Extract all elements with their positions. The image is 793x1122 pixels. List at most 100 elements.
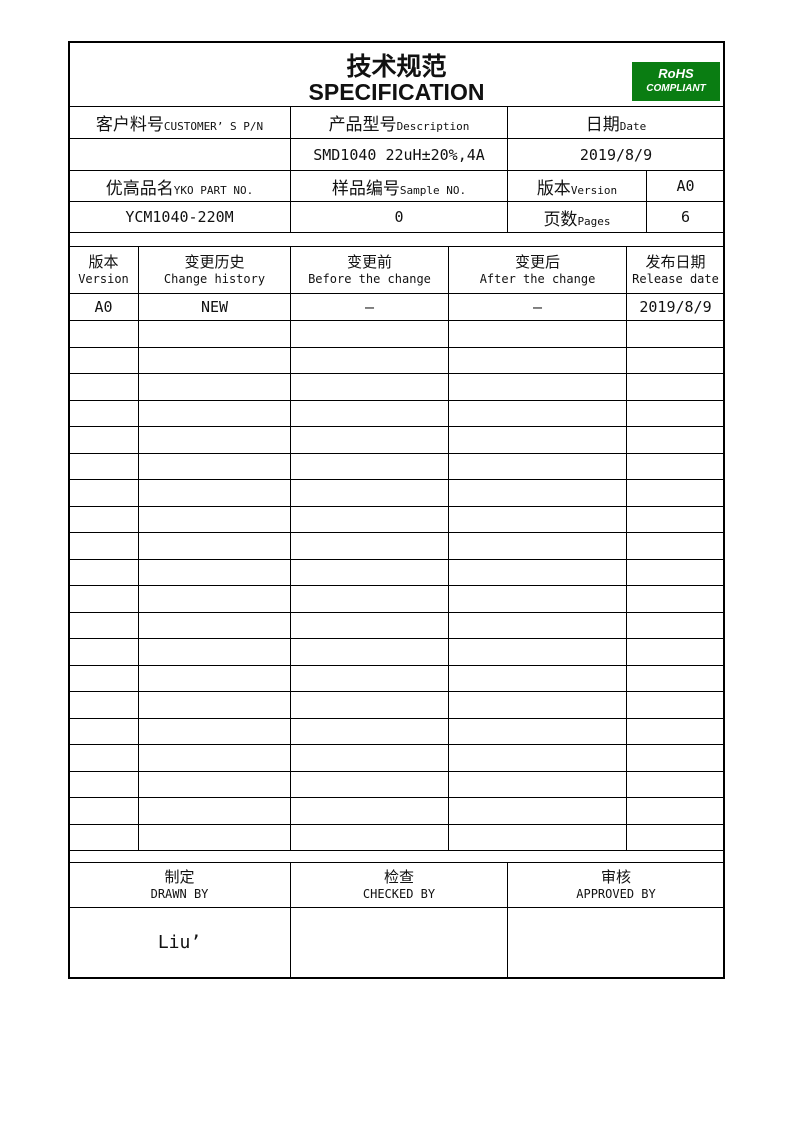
header-version: 版本 Version xyxy=(68,246,139,294)
title-english: SPECIFICATION xyxy=(308,79,485,105)
header-after-change: 变更后 After the change xyxy=(448,246,627,294)
checked-by-label: 检查 CHECKED BY xyxy=(290,862,508,908)
empty-cell xyxy=(138,585,291,613)
empty-table-row xyxy=(68,744,725,772)
empty-cell xyxy=(626,611,725,639)
empty-table-row xyxy=(68,611,725,639)
empty-cell xyxy=(448,558,627,586)
empty-cell xyxy=(290,505,449,533)
empty-cell xyxy=(68,505,139,533)
pages-label: 页数Pages xyxy=(507,201,647,233)
empty-cell xyxy=(138,558,291,586)
empty-cell xyxy=(138,505,291,533)
empty-cell xyxy=(626,585,725,613)
empty-table-row xyxy=(68,558,725,586)
empty-cell xyxy=(448,532,627,560)
empty-table-row xyxy=(68,691,725,719)
empty-cell xyxy=(290,373,449,401)
empty-cell xyxy=(448,770,627,798)
empty-table-row xyxy=(68,532,725,560)
empty-cell xyxy=(138,611,291,639)
empty-cell xyxy=(290,452,449,480)
date-label: 日期Date xyxy=(507,106,725,139)
rohs-badge: RoHS COMPLIANT xyxy=(632,62,720,101)
empty-cell xyxy=(448,823,627,851)
row-change: NEW xyxy=(138,293,291,321)
empty-cell xyxy=(626,691,725,719)
empty-cell xyxy=(626,346,725,374)
description-label: 产品型号Description xyxy=(290,106,508,139)
empty-cell xyxy=(138,797,291,825)
empty-cell xyxy=(68,399,139,427)
drawn-by-label: 制定 DRAWN BY xyxy=(68,862,291,908)
empty-table-row xyxy=(68,797,725,825)
empty-cell xyxy=(290,797,449,825)
empty-cell xyxy=(626,558,725,586)
empty-cell xyxy=(626,399,725,427)
empty-cell xyxy=(68,452,139,480)
empty-cell xyxy=(138,770,291,798)
pages-value: 6 xyxy=(646,201,725,233)
empty-cell xyxy=(448,399,627,427)
empty-cell xyxy=(68,691,139,719)
empty-cell xyxy=(448,320,627,348)
empty-table-row xyxy=(68,479,725,507)
empty-cell xyxy=(448,691,627,719)
empty-table-row xyxy=(68,505,725,533)
empty-cell xyxy=(68,532,139,560)
empty-cell xyxy=(448,373,627,401)
empty-cell xyxy=(626,426,725,454)
empty-cell xyxy=(138,373,291,401)
empty-cell xyxy=(626,320,725,348)
empty-cell xyxy=(290,320,449,348)
empty-table-row xyxy=(68,823,725,851)
empty-cell xyxy=(68,611,139,639)
empty-cell xyxy=(626,452,725,480)
empty-cell xyxy=(68,426,139,454)
empty-table-row xyxy=(68,426,725,454)
empty-cell xyxy=(68,770,139,798)
row-before: — xyxy=(290,293,449,321)
empty-cell xyxy=(138,691,291,719)
version-value: A0 xyxy=(646,170,725,202)
part-no-value: YCM1040-220M xyxy=(68,201,291,233)
empty-table-row xyxy=(68,664,725,692)
empty-cell xyxy=(138,399,291,427)
info-table: 客户料号CUSTOMER’ S P/N 产品型号Description 日期Da… xyxy=(68,106,725,233)
header-release-date: 发布日期 Release date xyxy=(626,246,725,294)
empty-cell xyxy=(290,399,449,427)
empty-cell xyxy=(290,638,449,666)
drawn-by-signature: Liu’ xyxy=(68,907,291,978)
date-value: 2019/8/9 xyxy=(507,138,725,171)
empty-cell xyxy=(138,452,291,480)
empty-cell xyxy=(68,744,139,772)
empty-cell xyxy=(626,664,725,692)
empty-cell xyxy=(138,823,291,851)
empty-cell xyxy=(290,585,449,613)
empty-table-row xyxy=(68,638,725,666)
customer-pn-value xyxy=(68,138,291,171)
empty-table-row xyxy=(68,320,725,348)
empty-table-row xyxy=(68,346,725,374)
empty-cell xyxy=(138,664,291,692)
empty-cell xyxy=(68,479,139,507)
empty-table-row xyxy=(68,717,725,745)
empty-cell xyxy=(626,505,725,533)
empty-cell xyxy=(448,505,627,533)
title-chinese: 技术规范 xyxy=(346,52,447,81)
empty-cell xyxy=(68,585,139,613)
empty-cell xyxy=(68,320,139,348)
empty-cell xyxy=(448,452,627,480)
rohs-line1: RoHS xyxy=(658,66,694,81)
empty-cell xyxy=(626,770,725,798)
version-label: 版本Version xyxy=(507,170,647,202)
header-change-history: 变更历史 Change history xyxy=(138,246,291,294)
empty-cell xyxy=(626,638,725,666)
empty-cell xyxy=(68,823,139,851)
row-after: — xyxy=(448,293,627,321)
rohs-line2: COMPLIANT xyxy=(646,83,706,94)
change-history-table: 版本 Version 变更历史 Change history 变更前 Before t… xyxy=(68,246,725,851)
table-row: A0 NEW — — 2019/8/9 xyxy=(68,293,725,321)
empty-cell xyxy=(448,797,627,825)
customer-pn-label: 客户料号CUSTOMER’ S P/N xyxy=(68,106,291,139)
